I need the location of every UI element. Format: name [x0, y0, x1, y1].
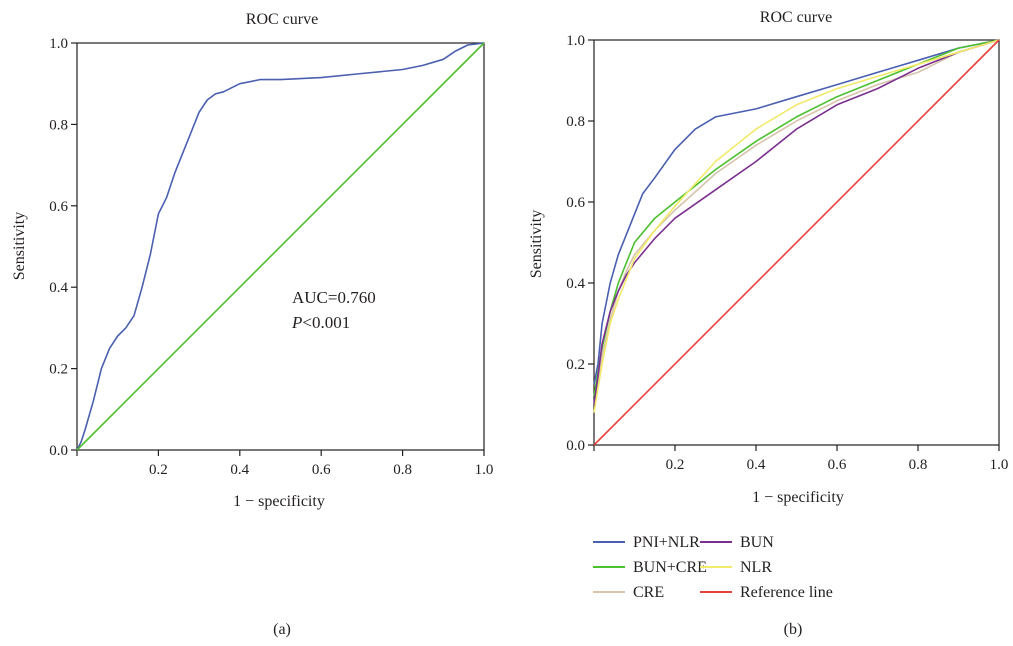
panel-b-x-tick-label: 0.8 [909, 457, 928, 473]
panel-b-legend: PNI+NLR BUN BUN+CRE NLR CRE Reference line [593, 534, 833, 601]
panel-b-y-axis-label: Sensitivity [528, 210, 545, 278]
panel-a-curves [76, 42, 485, 451]
panel-b-x-tick-label: 0.2 [666, 457, 685, 473]
panel-b-axes: 0.0 0.2 0.4 0.6 0.8 1.0 0.2 0.4 0.6 0.8 1.0 [566, 33, 1008, 473]
legend-item-cre: CRE [593, 584, 664, 601]
panel-b-x-tick-label: 1.0 [990, 457, 1009, 473]
panel-b-plot-frame [593, 39, 1000, 446]
panel-b-title: ROC curve [760, 9, 832, 26]
panel-a-y-tick-label: 1.0 [49, 36, 68, 52]
panel-b-y-tick-label: 0.6 [566, 195, 585, 211]
panel-b-line-bun-cre [593, 39, 1000, 397]
panel-b-curves [593, 39, 1000, 446]
panel-b-x-tick-label: 0.6 [828, 457, 847, 473]
panel-a: ROC curve Sensitivity 1 − specificity (a… [11, 11, 493, 638]
panel-a-y-tick-label: 0.8 [49, 117, 68, 133]
panel-a-x-tick-label: 0.2 [149, 462, 168, 478]
p-value-italic: P [291, 313, 302, 332]
panel-a-label: (a) [273, 621, 291, 638]
panel-b: ROC curve Sensitivity 1 − specificity (b… [528, 9, 1008, 638]
panel-a-line-series-0 [76, 42, 485, 451]
legend-item-bun: BUN [700, 534, 774, 551]
panel-a-x-tick-label: 1.0 [475, 462, 494, 478]
legend-label: BUN [740, 534, 774, 551]
panel-a-y-tick-label: 0.2 [49, 362, 68, 378]
panel-a-y-tick-label: 0.6 [49, 199, 68, 215]
legend-item-bun-cre: BUN+CRE [593, 559, 707, 576]
legend-label: Reference line [740, 584, 833, 601]
legend-label: CRE [633, 584, 664, 601]
legend-label: PNI+NLR [633, 534, 700, 551]
panel-a-x-tick-label: 0.4 [230, 462, 249, 478]
panel-b-x-axis-label: 1 − specificity [752, 489, 844, 506]
panel-a-y-tick-label: 0.4 [49, 280, 68, 296]
p-value-text: <0.001 [302, 313, 350, 332]
panel-b-line-reference-line [593, 39, 1000, 446]
panel-a-x-axis-label: 1 − specificity [233, 493, 325, 510]
panel-a-title: ROC curve [246, 11, 318, 28]
legend-label: BUN+CRE [633, 559, 707, 576]
panel-a-x-tick-label: 0.8 [393, 462, 412, 478]
legend-label: NLR [740, 559, 772, 576]
panel-a-y-axis-label: Sensitivity [11, 212, 28, 280]
panel-b-line-nlr [593, 39, 1000, 413]
panel-b-y-tick-label: 0.4 [566, 276, 585, 292]
panel-a-line-series-1 [76, 42, 485, 451]
legend-item-pni-nlr: PNI+NLR [593, 534, 700, 551]
panel-b-x-tick-label: 0.4 [747, 457, 766, 473]
p-value-annotation: P<0.001 [291, 313, 350, 332]
panel-b-label: (b) [784, 621, 803, 638]
panel-b-y-tick-label: 0.0 [566, 438, 585, 454]
panel-a-plot-frame [76, 42, 485, 451]
panel-b-line-pni-nlr [593, 39, 1000, 385]
legend-item-nlr: NLR [700, 559, 772, 576]
panel-b-y-tick-label: 1.0 [566, 33, 585, 49]
panel-a-y-tick-label: 0.0 [49, 443, 68, 459]
auc-annotation: AUC=0.760 [292, 288, 376, 307]
legend-item-reference-line: Reference line [700, 584, 833, 601]
panel-b-line-bun [593, 39, 1000, 405]
panel-b-y-tick-label: 0.2 [566, 357, 585, 373]
panel-b-y-tick-label: 0.8 [566, 114, 585, 130]
panel-b-line-cre [593, 39, 1000, 405]
panel-a-x-tick-label: 0.6 [312, 462, 331, 478]
panel-a-axes: 0.0 0.2 0.4 0.6 0.8 1.0 0.2 0.4 0.6 0.8 1.0 [49, 36, 493, 478]
